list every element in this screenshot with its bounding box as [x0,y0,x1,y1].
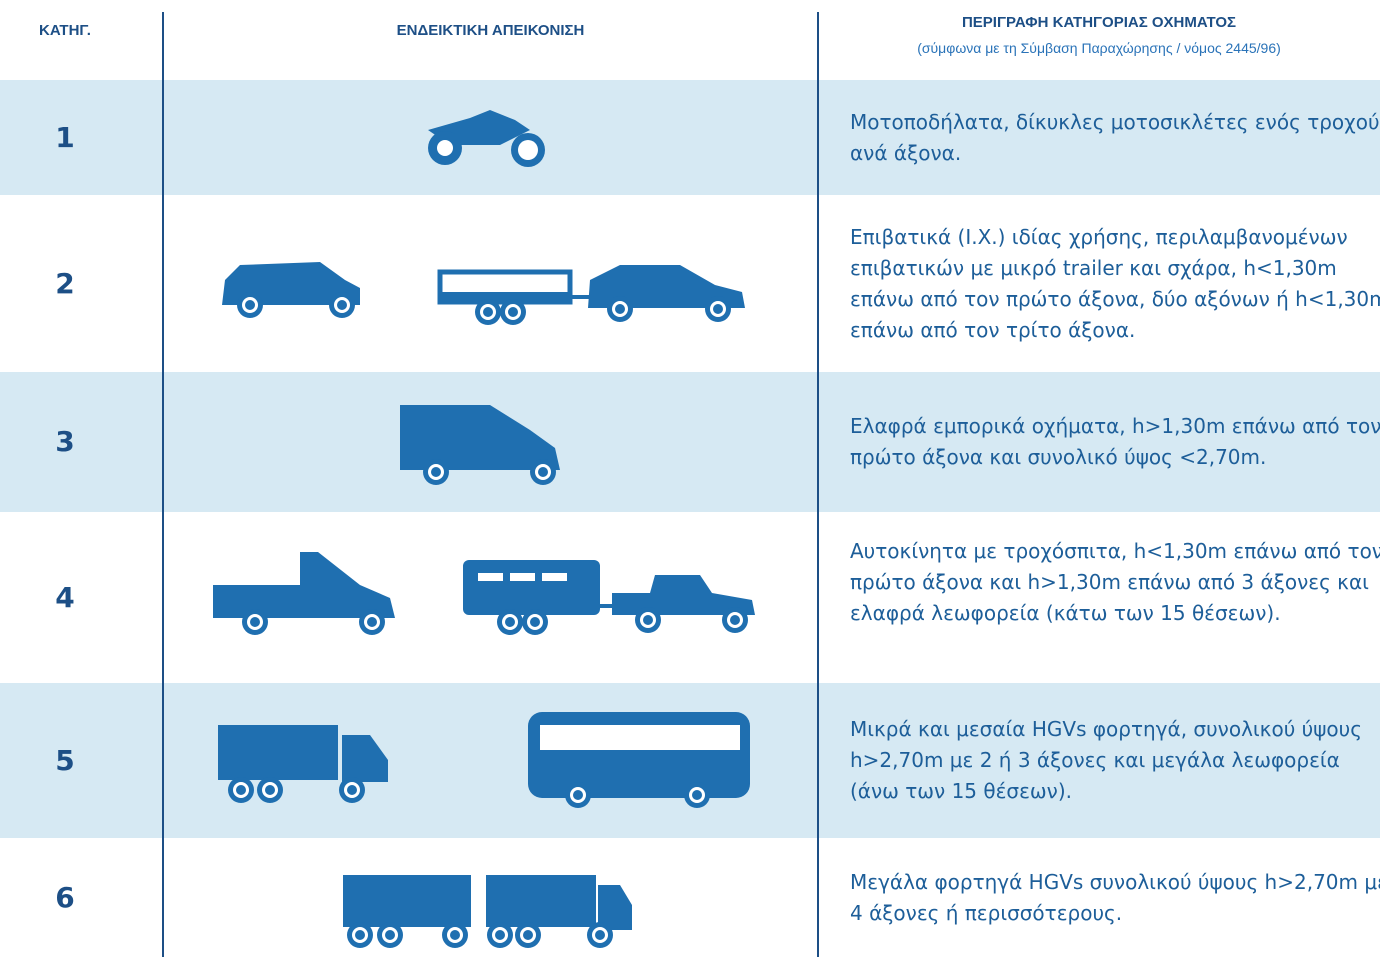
header-illustration: ΕΝΔΕΙΚΤΙΚΗ ΑΠΕΙΚΟΝΙΣΗ [396,22,585,39]
car [222,262,360,318]
category-number: 2 [55,266,75,300]
category-number: 6 [55,880,75,914]
header-note: (σύμφωνα με τη Σύμβαση Παραχώρησης / νόμ… [917,40,1281,56]
category-number: 1 [55,120,75,154]
divider [817,12,819,957]
car-with-trailer [437,265,745,325]
table-row: 4 Αυτοκίνητα με τροχόσπιτα, h<1,30m επάνω… [0,512,1380,683]
category-description: Ελαφρά εμπορικά οχήματα, h>1,30m επάνω α… [850,414,1380,469]
header-description: ΠΕΡΙΓΡΑΦΗ ΚΑΤΗΓΟΡΙΑΣ ΟΧΗΜΑΤΟΣ [961,14,1237,31]
category-number: 5 [55,743,75,777]
category-description: Μοτοποδήλατα, δίκυκλες μοτοσικλέτες ενός… [850,109,1380,165]
category-description: Επιβατικά (Ι.Χ.) ιδίας χρήσης, περιλαμβα… [850,224,1380,342]
pickup-with-caravan [463,560,755,635]
category-description: Μεγάλα φορτηγά HGVs συνολικού ύψους h>2,… [850,869,1380,925]
truck-with-trailer [343,875,632,948]
pickup [213,552,395,635]
table-row: 6 Μεγάλα φορτηγά HGVs συνολικού ύψους h>2… [0,838,1380,957]
table-row: 3 Ελαφρά εμπορικά οχήματα, h>1,30m επάνω … [0,372,1380,512]
table-row: 2 Επιβατικά (Ι.Χ.) ιδίας χρήσης, περιλαμβ… [0,195,1380,372]
header-category: ΚΑΤΗΓ. [39,22,91,39]
category-description: Αυτοκίνητα με τροχόσπιτα, h<1,30m επάνω … [850,538,1380,625]
motorcycle [428,110,545,167]
table-row: 1 Μοτοποδήλατα, δίκυκλες μοτοσικλέτες ενό… [0,80,1380,195]
van [400,405,560,485]
category-number: 4 [55,580,75,614]
category-description: Μικρά και μεσαία HGVs φορτηγά, συνολικού… [850,717,1362,803]
divider [162,12,164,957]
truck [218,725,388,803]
category-number: 3 [55,425,75,458]
bus [528,712,750,808]
